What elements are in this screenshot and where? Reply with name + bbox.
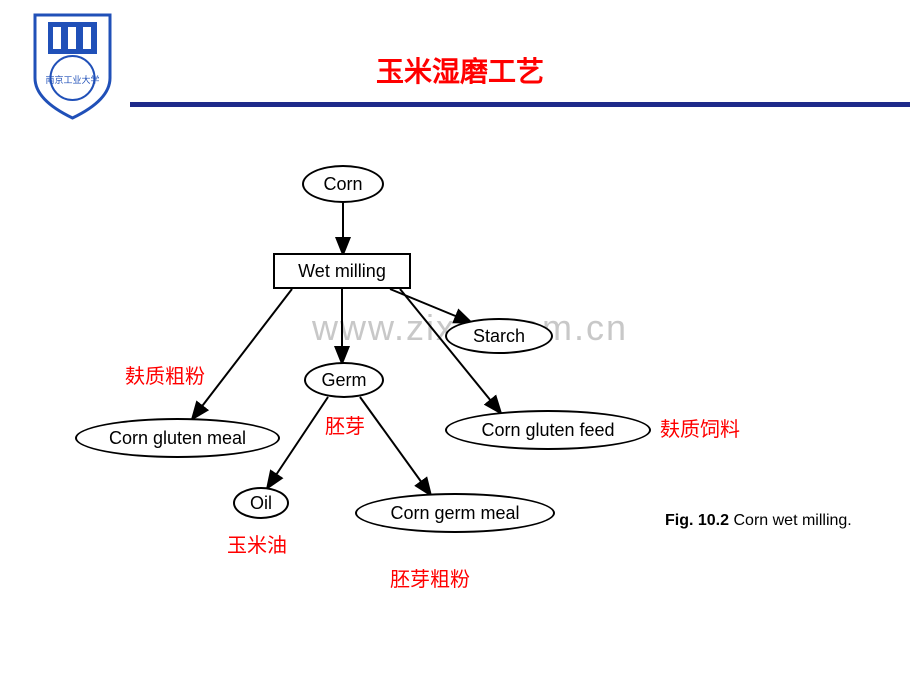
annotation-fuzhicufen: 麸质粗粉 xyxy=(125,360,205,389)
flowchart-diagram: www.zixin.com.cn CornWet millingStarchGe… xyxy=(70,155,870,655)
page-title: 玉米湿磨工艺 xyxy=(0,50,920,90)
title-divider xyxy=(130,102,910,107)
annotation-yumiyou: 玉米油 xyxy=(227,529,287,558)
annotation-peiyacufen: 胚芽粗粉 xyxy=(390,563,470,592)
annotation-peiya: 胚芽 xyxy=(325,410,365,439)
annotation-fuzhisilia: 麸质饲料 xyxy=(660,413,740,442)
figure-caption: Fig. 10.2 Corn wet milling. xyxy=(665,512,852,530)
